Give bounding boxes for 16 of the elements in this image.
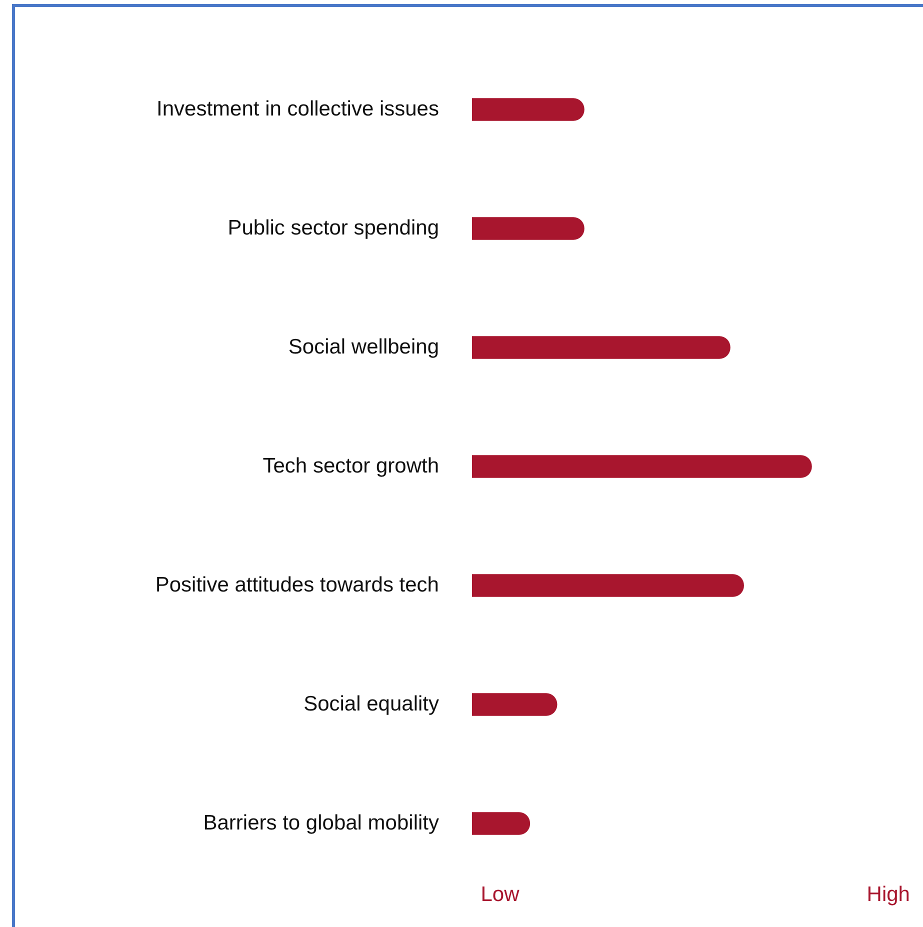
bar (472, 217, 584, 240)
bar (472, 812, 530, 835)
y-tick-label: Public sector spending (228, 216, 439, 240)
y-tick-label: Social wellbeing (288, 335, 439, 358)
bar (472, 98, 584, 121)
y-tick-label: Tech sector growth (262, 454, 439, 478)
text: High (866, 882, 910, 906)
bar (472, 574, 744, 597)
bar (472, 455, 812, 478)
bar (472, 693, 558, 716)
y-tick-label: Social equality (304, 692, 440, 716)
y-tick-label: Positive attitudes towards tech (155, 573, 439, 596)
bar (472, 336, 730, 359)
text: Low (480, 882, 520, 906)
y-tick-label: Barriers to global mobility (203, 811, 440, 834)
y-tick-label: Investment in collective issues (156, 97, 439, 120)
